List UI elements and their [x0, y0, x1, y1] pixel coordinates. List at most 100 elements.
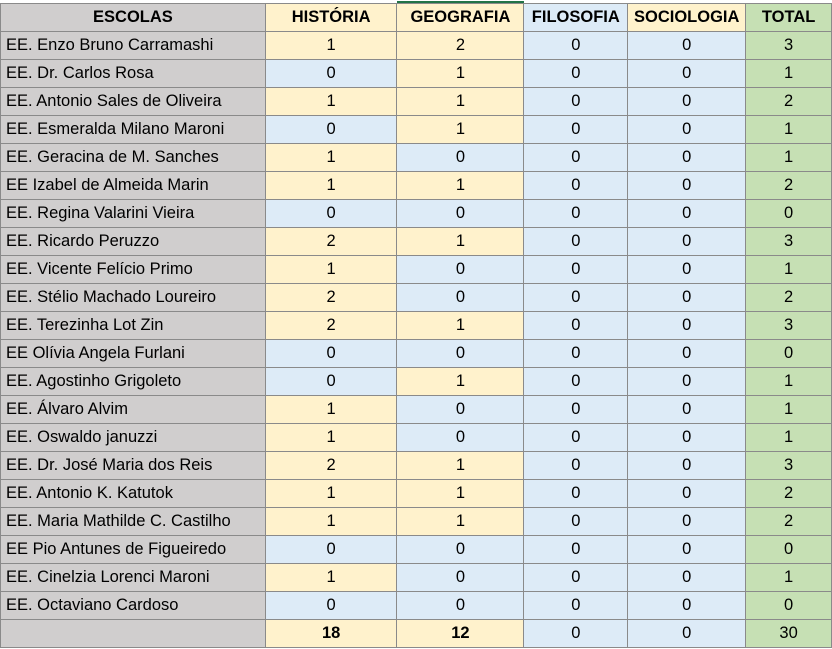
cell-escola[interactable]: EE. Geracina de M. Sanches: [0, 143, 266, 172]
cell-filosofia[interactable]: 0: [523, 479, 629, 508]
cell-escola[interactable]: EE. Agostinho Grigoleto: [0, 367, 266, 396]
cell-escola[interactable]: EE Olívia Angela Furlani: [0, 339, 266, 368]
cell-filosofia[interactable]: 0: [523, 143, 629, 172]
cell-filosofia[interactable]: 0: [523, 199, 629, 228]
cell-historia[interactable]: 0: [264, 367, 398, 396]
cell-sociologia[interactable]: 0: [627, 563, 747, 592]
cell-geografia[interactable]: 1: [396, 311, 525, 340]
cell-sociologia[interactable]: 0: [627, 59, 747, 88]
cell-total[interactable]: 0: [745, 199, 832, 228]
header-total[interactable]: TOTAL: [745, 3, 832, 32]
cell-total[interactable]: 30: [745, 619, 832, 648]
cell-filosofia[interactable]: 0: [523, 507, 629, 536]
cell-sociologia[interactable]: 0: [627, 451, 747, 480]
cell-filosofia[interactable]: 0: [523, 311, 629, 340]
header-geografia[interactable]: GEOGRAFIA: [396, 3, 525, 32]
cell-sociologia[interactable]: 0: [627, 227, 747, 256]
cell-filosofia[interactable]: 0: [523, 171, 629, 200]
cell-historia[interactable]: 0: [264, 59, 398, 88]
cell-total[interactable]: 1: [745, 423, 832, 452]
cell-escola[interactable]: EE. Antonio Sales de Oliveira: [0, 87, 266, 116]
cell-geografia[interactable]: 0: [396, 143, 525, 172]
cell-sociologia[interactable]: 0: [627, 255, 747, 284]
cell-historia[interactable]: 2: [264, 227, 398, 256]
cell-historia[interactable]: 18: [264, 619, 398, 648]
cell-escola[interactable]: EE. Antonio K. Katutok: [0, 479, 266, 508]
cell-sociologia[interactable]: 0: [627, 31, 747, 60]
cell-historia[interactable]: 1: [264, 87, 398, 116]
cell-historia[interactable]: 2: [264, 283, 398, 312]
cell-escola[interactable]: EE Pio Antunes de Figueiredo: [0, 535, 266, 564]
cell-sociologia[interactable]: 0: [627, 367, 747, 396]
cell-total[interactable]: 3: [745, 451, 832, 480]
cell-geografia[interactable]: 0: [396, 535, 525, 564]
cell-filosofia[interactable]: 0: [523, 227, 629, 256]
cell-filosofia[interactable]: 0: [523, 115, 629, 144]
cell-escola[interactable]: [0, 619, 266, 648]
cell-sociologia[interactable]: 0: [627, 339, 747, 368]
cell-sociologia[interactable]: 0: [627, 171, 747, 200]
cell-total[interactable]: 2: [745, 87, 832, 116]
cell-geografia[interactable]: 1: [396, 87, 525, 116]
cell-sociologia[interactable]: 0: [627, 115, 747, 144]
cell-total[interactable]: 1: [745, 563, 832, 592]
cell-geografia[interactable]: 12: [396, 619, 525, 648]
header-sociologia[interactable]: SOCIOLOGIA: [627, 3, 747, 32]
cell-geografia[interactable]: 1: [396, 507, 525, 536]
cell-filosofia[interactable]: 0: [523, 535, 629, 564]
cell-filosofia[interactable]: 0: [523, 255, 629, 284]
cell-total[interactable]: 3: [745, 311, 832, 340]
cell-geografia[interactable]: 0: [396, 199, 525, 228]
cell-escola[interactable]: EE. Cinelzia Lorenci Maroni: [0, 563, 266, 592]
cell-escola[interactable]: EE. Regina Valarini Vieira: [0, 199, 266, 228]
cell-sociologia[interactable]: 0: [627, 479, 747, 508]
cell-escola[interactable]: EE. Esmeralda Milano Maroni: [0, 115, 266, 144]
cell-escola[interactable]: EE Izabel de Almeida Marin: [0, 171, 266, 200]
cell-filosofia[interactable]: 0: [523, 591, 629, 620]
cell-historia[interactable]: 1: [264, 479, 398, 508]
header-historia[interactable]: HISTÓRIA: [264, 3, 398, 32]
cell-escola[interactable]: EE. Stélio Machado Loureiro: [0, 283, 266, 312]
cell-geografia[interactable]: 1: [396, 451, 525, 480]
cell-total[interactable]: 1: [745, 59, 832, 88]
cell-sociologia[interactable]: 0: [627, 591, 747, 620]
cell-historia[interactable]: 0: [264, 199, 398, 228]
cell-total[interactable]: 2: [745, 507, 832, 536]
cell-total[interactable]: 1: [745, 143, 832, 172]
cell-sociologia[interactable]: 0: [627, 283, 747, 312]
cell-total[interactable]: 2: [745, 479, 832, 508]
cell-total[interactable]: 2: [745, 283, 832, 312]
cell-filosofia[interactable]: 0: [523, 339, 629, 368]
cell-escola[interactable]: EE. Maria Mathilde C. Castilho: [0, 507, 266, 536]
cell-sociologia[interactable]: 0: [627, 199, 747, 228]
cell-escola[interactable]: EE. Enzo Bruno Carramashi: [0, 31, 266, 60]
cell-escola[interactable]: EE. Dr. Carlos Rosa: [0, 59, 266, 88]
cell-escola[interactable]: EE. Álvaro Alvim: [0, 395, 266, 424]
cell-escola[interactable]: EE. Terezinha Lot Zin: [0, 311, 266, 340]
cell-historia[interactable]: 2: [264, 451, 398, 480]
cell-historia[interactable]: 1: [264, 563, 398, 592]
cell-geografia[interactable]: 0: [396, 255, 525, 284]
cell-escola[interactable]: EE. Dr. José Maria dos Reis: [0, 451, 266, 480]
cell-sociologia[interactable]: 0: [627, 87, 747, 116]
cell-historia[interactable]: 0: [264, 535, 398, 564]
cell-geografia[interactable]: 0: [396, 395, 525, 424]
cell-historia[interactable]: 1: [264, 507, 398, 536]
cell-sociologia[interactable]: 0: [627, 535, 747, 564]
cell-total[interactable]: 0: [745, 339, 832, 368]
cell-total[interactable]: 3: [745, 31, 832, 60]
cell-geografia[interactable]: 1: [396, 367, 525, 396]
cell-sociologia[interactable]: 0: [627, 507, 747, 536]
cell-filosofia[interactable]: 0: [523, 283, 629, 312]
cell-sociologia[interactable]: 0: [627, 143, 747, 172]
cell-sociologia[interactable]: 0: [627, 395, 747, 424]
cell-total[interactable]: 3: [745, 227, 832, 256]
cell-sociologia[interactable]: 0: [627, 311, 747, 340]
cell-filosofia[interactable]: 0: [523, 87, 629, 116]
cell-escola[interactable]: EE. Octaviano Cardoso: [0, 591, 266, 620]
cell-total[interactable]: 2: [745, 171, 832, 200]
cell-geografia[interactable]: 2: [396, 31, 525, 60]
cell-filosofia[interactable]: 0: [523, 395, 629, 424]
cell-geografia[interactable]: 0: [396, 563, 525, 592]
cell-filosofia[interactable]: 0: [523, 423, 629, 452]
